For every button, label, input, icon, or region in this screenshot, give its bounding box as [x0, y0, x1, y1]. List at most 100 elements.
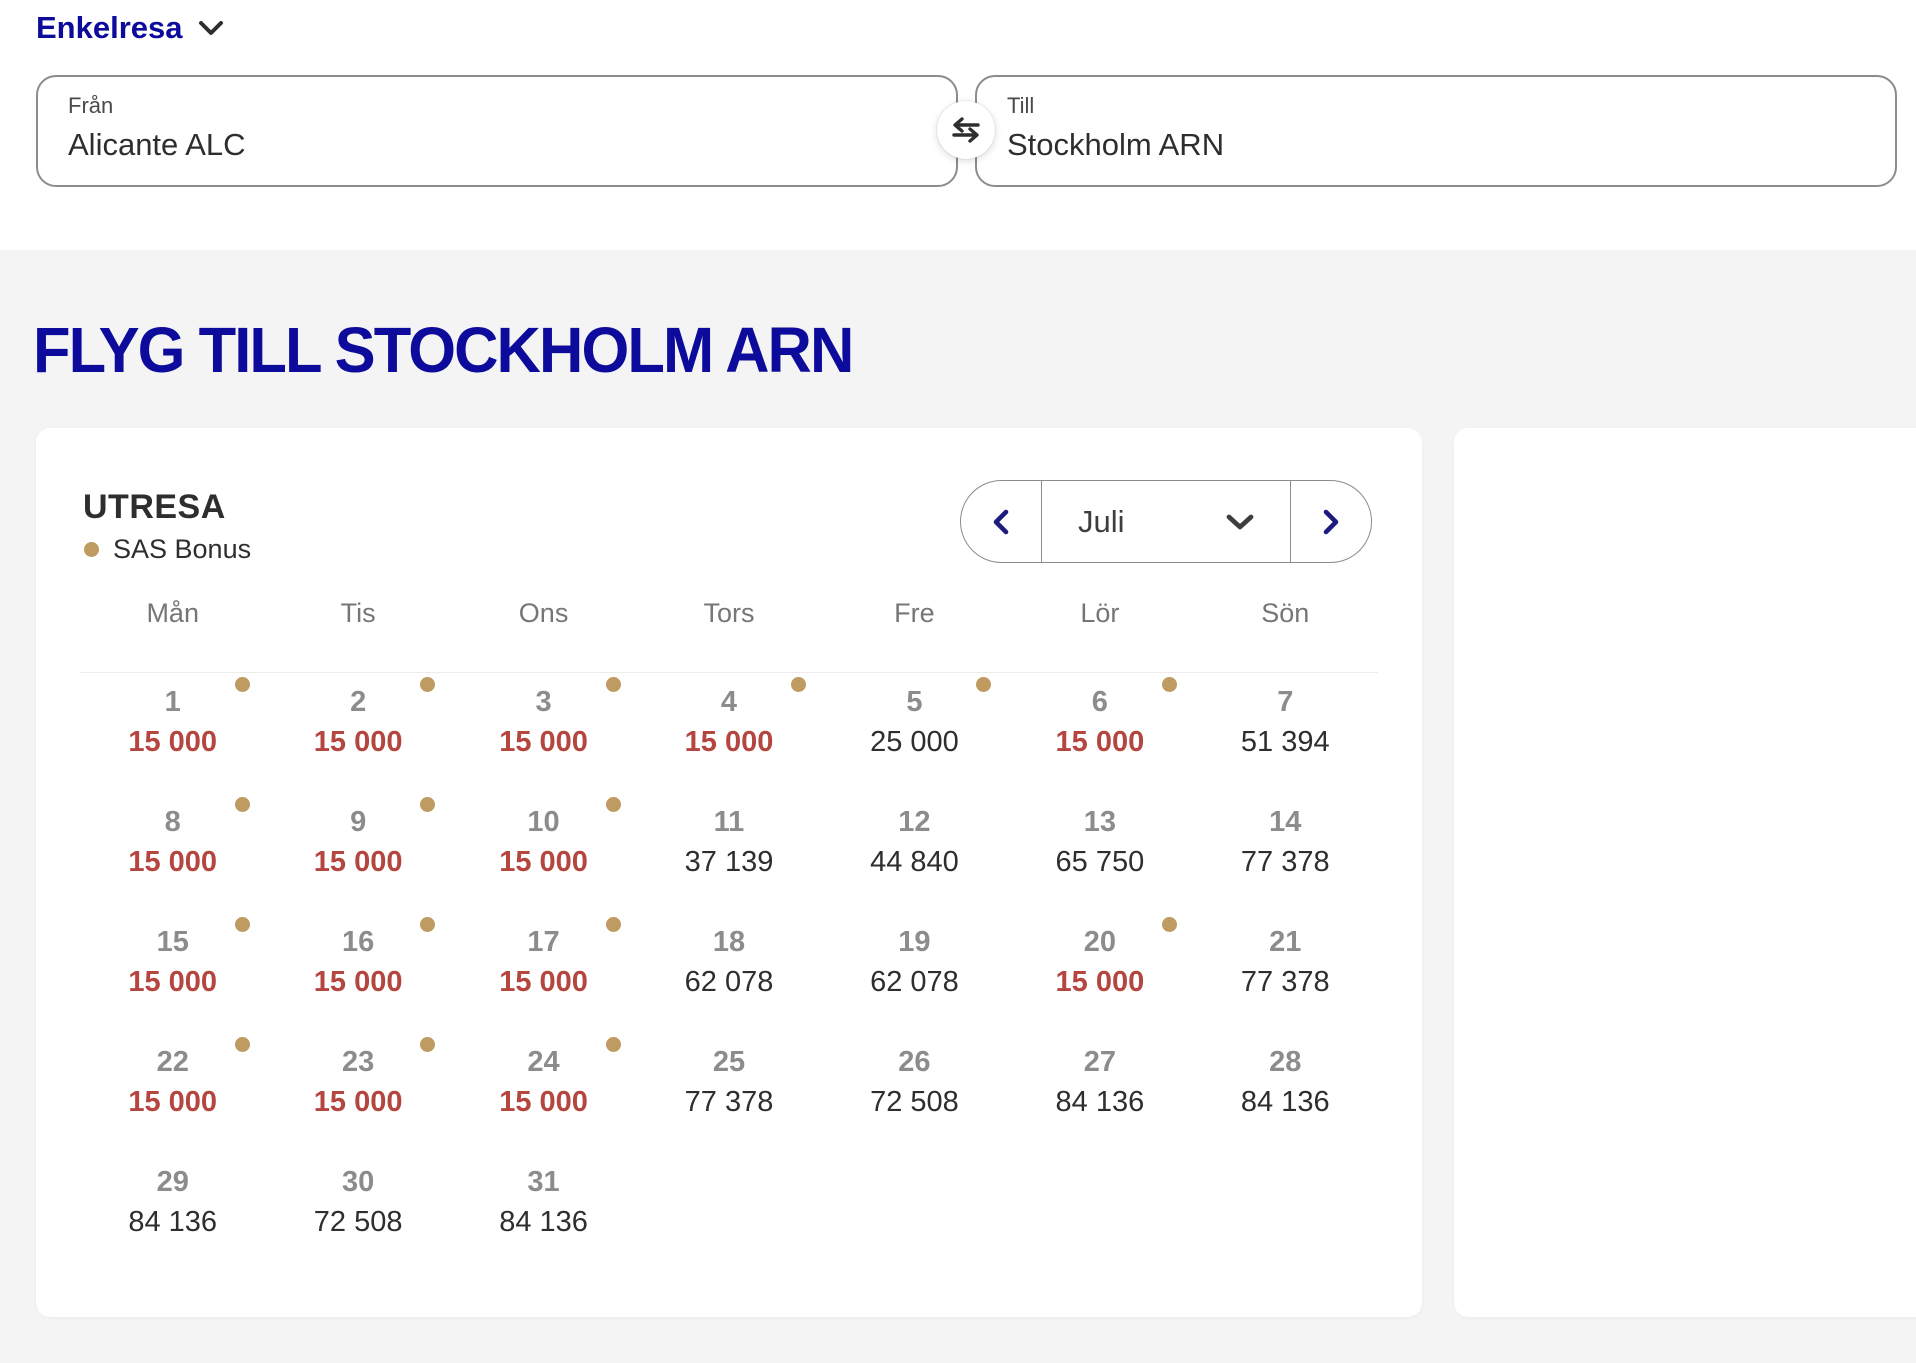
- from-field[interactable]: Från Alicante ALC: [36, 75, 958, 187]
- calendar-day-18[interactable]: 18 62 078: [636, 913, 821, 1033]
- calendar-title: UTRESA: [83, 488, 226, 526]
- calendar-day-empty: [1193, 1153, 1378, 1273]
- calendar-day-17[interactable]: 17 15 000: [451, 913, 636, 1033]
- day-price: 72 508: [313, 1205, 403, 1238]
- day-number: 8: [164, 806, 181, 838]
- trip-type-selector[interactable]: Enkelresa: [36, 10, 225, 46]
- calendar-day-30[interactable]: 30 72 508: [265, 1153, 450, 1273]
- calendar-day-6[interactable]: 6 15 000: [1007, 673, 1192, 793]
- calendar-day-2[interactable]: 2 15 000: [265, 673, 450, 793]
- calendar-day-24[interactable]: 24 15 000: [451, 1033, 636, 1153]
- calendar-day-20[interactable]: 20 15 000: [1007, 913, 1192, 1033]
- day-price: 15 000: [313, 1085, 403, 1118]
- day-number: 2: [350, 686, 367, 718]
- day-number: 11: [713, 806, 745, 838]
- day-number: 30: [342, 1166, 375, 1198]
- bonus-dot-icon: [234, 677, 250, 692]
- day-price: 65 750: [1055, 845, 1145, 878]
- calendar-day-12[interactable]: 12 44 840: [822, 793, 1007, 913]
- day-price: 37 139: [684, 845, 774, 878]
- day-price: 25 000: [870, 725, 959, 758]
- day-price: 15 000: [499, 845, 588, 878]
- day-number: 14: [1269, 806, 1302, 838]
- bonus-dot-icon: [84, 542, 99, 557]
- calendar-day-15[interactable]: 15 15 000: [80, 913, 265, 1033]
- day-price: 15 000: [499, 725, 588, 758]
- day-header: Mån: [146, 598, 199, 628]
- calendar-day-1[interactable]: 1 15 000: [80, 673, 265, 793]
- calendar-day-29[interactable]: 29 84 136: [80, 1153, 265, 1273]
- calendar-week-row: 22 15 000 23 15 000 24 15 000 25 77 378 26 72 508…: [80, 1033, 1378, 1153]
- calendar-day-5[interactable]: 5 25 000: [822, 673, 1007, 793]
- day-number: 17: [527, 926, 560, 958]
- day-price: 15 000: [128, 965, 218, 998]
- bonus-dot-icon: [605, 677, 621, 692]
- bonus-dot-icon: [1161, 677, 1177, 692]
- calendar-day-25[interactable]: 25 77 378: [636, 1033, 821, 1153]
- calendar-week-row: 29 84 136 30 72 508 31 84 136: [80, 1153, 1378, 1273]
- day-number: 1: [164, 686, 181, 718]
- day-header: Fre: [894, 598, 935, 628]
- calendar-day-21[interactable]: 21 77 378: [1193, 913, 1378, 1033]
- swap-direction-button[interactable]: [937, 101, 995, 159]
- calendar-day-28[interactable]: 28 84 136: [1193, 1033, 1378, 1153]
- day-price: 44 840: [870, 845, 959, 878]
- day-price: 84 136: [1055, 1085, 1145, 1118]
- day-number: 25: [712, 1046, 746, 1078]
- day-price: 72 508: [870, 1085, 959, 1118]
- month-navigation: Juli: [960, 480, 1372, 563]
- calendar-week-row: 1 15 000 2 15 000 3 15 000 4 15 000 5 25 000 6 15 0…: [80, 673, 1378, 793]
- calendar-day-14[interactable]: 14 77 378: [1193, 793, 1378, 913]
- calendar-day-3[interactable]: 3 15 000: [451, 673, 636, 793]
- from-field-value: Alicante ALC: [68, 127, 246, 162]
- day-header: Ons: [518, 598, 569, 628]
- calendar-day-23[interactable]: 23 15 000: [265, 1033, 450, 1153]
- calendar-day-9[interactable]: 9 15 000: [265, 793, 450, 913]
- day-header-row: Mån Tis Ons Tors Fre Lör Sön: [80, 598, 1378, 661]
- day-number: 24: [527, 1046, 560, 1078]
- calendar-day-13[interactable]: 13 65 750: [1007, 793, 1192, 913]
- day-price: 15 000: [684, 725, 774, 758]
- day-number: 12: [898, 806, 931, 838]
- calendar-day-11[interactable]: 11 37 139: [636, 793, 821, 913]
- day-price: 84 136: [128, 1205, 218, 1238]
- day-price: 77 378: [684, 1085, 774, 1118]
- calendar-day-8[interactable]: 8 15 000: [80, 793, 265, 913]
- calendar-day-empty: [1007, 1153, 1192, 1273]
- calendar-divider: [80, 672, 1378, 673]
- day-number: 27: [1083, 1046, 1116, 1078]
- to-field[interactable]: Till Stockholm ARN: [975, 75, 1897, 187]
- calendar-day-27[interactable]: 27 84 136: [1007, 1033, 1192, 1153]
- day-number: 4: [720, 686, 738, 718]
- day-number: 7: [1277, 686, 1294, 718]
- calendar-day-4[interactable]: 4 15 000: [636, 673, 821, 793]
- calendar-day-empty: [636, 1153, 821, 1273]
- next-month-button[interactable]: [1291, 481, 1371, 562]
- day-number: 16: [342, 926, 375, 958]
- chevron-down-icon: [1226, 514, 1254, 529]
- day-price: 15 000: [313, 845, 403, 878]
- previous-month-button[interactable]: [961, 481, 1041, 562]
- calendar-day-31[interactable]: 31 84 136: [451, 1153, 636, 1273]
- day-number: 15: [156, 926, 189, 958]
- bonus-dot-icon: [605, 797, 621, 812]
- bonus-dot-icon: [790, 677, 806, 692]
- day-number: 29: [156, 1166, 189, 1198]
- calendar-day-22[interactable]: 22 15 000: [80, 1033, 265, 1153]
- calendar-day-7[interactable]: 7 51 394: [1193, 673, 1378, 793]
- calendar-day-empty: [822, 1153, 1007, 1273]
- month-dropdown[interactable]: Juli: [1041, 481, 1291, 562]
- bonus-dot-icon: [605, 917, 621, 932]
- bonus-dot-icon: [234, 917, 250, 932]
- calendar-day-16[interactable]: 16 15 000: [265, 913, 450, 1033]
- day-price: 15 000: [128, 845, 218, 878]
- outbound-calendar-card: UTRESA SAS Bonus Juli: [36, 428, 1422, 1317]
- results-section: FLYG TILL STOCKHOLM ARN UTRESA SAS Bonus…: [0, 250, 1916, 1363]
- day-number: 31: [527, 1166, 560, 1198]
- calendar-day-26[interactable]: 26 72 508: [822, 1033, 1007, 1153]
- day-header: Sön: [1261, 598, 1310, 628]
- day-number: 9: [350, 806, 367, 838]
- calendar-day-19[interactable]: 19 62 078: [822, 913, 1007, 1033]
- day-number: 21: [1269, 926, 1302, 958]
- calendar-day-10[interactable]: 10 15 000: [451, 793, 636, 913]
